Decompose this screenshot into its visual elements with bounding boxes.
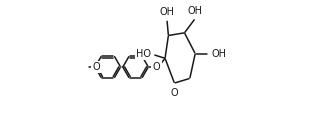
Text: O: O (170, 88, 178, 98)
Text: O: O (92, 62, 100, 72)
Text: OH: OH (160, 7, 175, 17)
Text: OH: OH (187, 6, 202, 16)
Text: O: O (153, 62, 160, 72)
Text: OH: OH (211, 49, 226, 59)
Text: HO: HO (136, 49, 151, 59)
